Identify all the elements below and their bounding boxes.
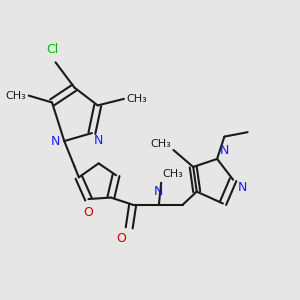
Text: Cl: Cl bbox=[46, 44, 59, 56]
Text: CH₃: CH₃ bbox=[163, 169, 183, 179]
Text: CH₃: CH₃ bbox=[5, 91, 26, 100]
Text: N: N bbox=[220, 144, 230, 158]
Text: CH₃: CH₃ bbox=[127, 94, 148, 104]
Text: N: N bbox=[238, 181, 247, 194]
Text: O: O bbox=[116, 232, 126, 245]
Text: O: O bbox=[83, 206, 93, 219]
Text: N: N bbox=[94, 134, 104, 147]
Text: CH₃: CH₃ bbox=[150, 139, 171, 148]
Text: N: N bbox=[154, 185, 164, 198]
Text: N: N bbox=[50, 135, 60, 148]
